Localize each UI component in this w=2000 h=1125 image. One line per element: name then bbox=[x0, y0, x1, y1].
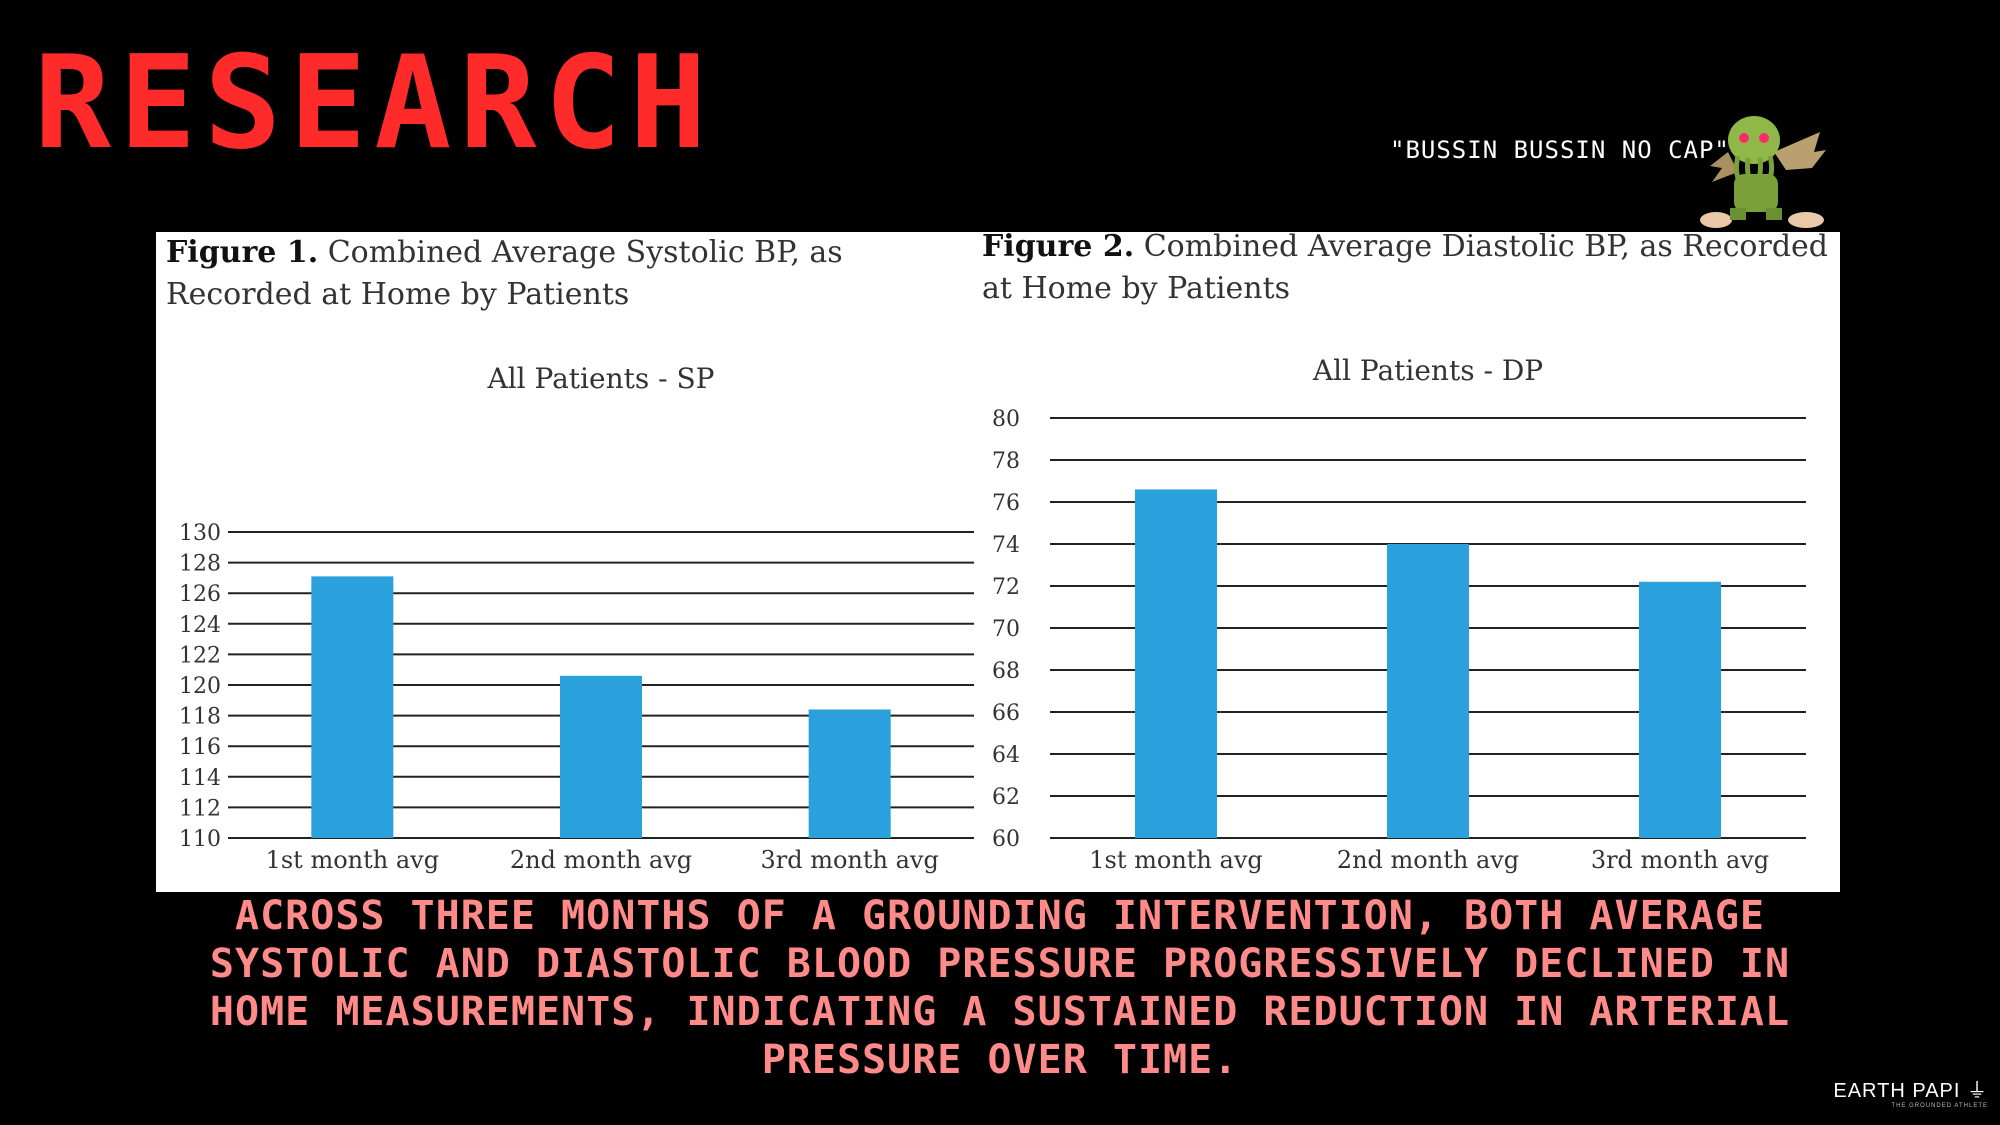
x-tick-label: 2nd month avg bbox=[510, 846, 692, 874]
y-tick-label: 60 bbox=[992, 827, 1020, 852]
bar bbox=[1639, 581, 1721, 838]
y-tick-label: 122 bbox=[179, 643, 221, 668]
y-tick-label: 76 bbox=[992, 491, 1020, 516]
page-title: RESEARCH bbox=[34, 29, 715, 178]
systolic-bar-chart: All Patients - SP 110 112 114 116 118 120 122 12… bbox=[179, 362, 974, 874]
figure-1-caption-text: Combined Average Systolic BP, as Recorde… bbox=[166, 235, 843, 312]
bar bbox=[808, 709, 891, 838]
chart-title: All Patients - DP bbox=[1312, 354, 1543, 387]
y-tick-label: 64 bbox=[992, 743, 1020, 768]
bar bbox=[1387, 544, 1469, 838]
bar bbox=[1135, 489, 1217, 838]
y-tick-label: 80 bbox=[992, 407, 1020, 432]
y-tick-label: 128 bbox=[179, 552, 221, 577]
y-tick-label: 118 bbox=[179, 705, 221, 730]
figure-2-caption-text: Combined Average Diastolic BP, as Record… bbox=[982, 229, 1828, 306]
tentacled-creature-icon bbox=[1700, 116, 1826, 228]
y-tick-label: 110 bbox=[179, 827, 221, 852]
diastolic-bar-chart: All Patients - DP 60 62 64 66 68 70 72 74 76 78 80 1… bbox=[992, 354, 1806, 874]
y-tick-label: 72 bbox=[992, 575, 1020, 600]
y-tick-label: 124 bbox=[179, 613, 221, 638]
y-tick-label: 66 bbox=[992, 701, 1020, 726]
y-tick-label: 74 bbox=[992, 533, 1020, 558]
y-tick-label: 120 bbox=[179, 674, 221, 699]
y-tick-label: 68 bbox=[992, 659, 1020, 684]
bar bbox=[311, 576, 394, 838]
figure-2-caption: Figure 2. Combined Average Diastolic BP,… bbox=[982, 226, 1828, 310]
ground-symbol-icon: ⏚ bbox=[1967, 1080, 1988, 1102]
quote-text: "BUSSIN BUSSIN NO CAP" bbox=[1390, 136, 1730, 164]
y-tick-label: 70 bbox=[992, 617, 1020, 642]
brand-tagline: THE GROUNDED ATHLETE bbox=[1891, 1103, 1988, 1109]
figure-1-caption: Figure 1. Combined Average Systolic BP, … bbox=[166, 232, 956, 316]
x-tick-label: 3rd month avg bbox=[760, 846, 938, 874]
y-tick-label: 78 bbox=[992, 449, 1020, 474]
x-tick-label: 1st month avg bbox=[1089, 846, 1262, 874]
x-tick-label: 1st month avg bbox=[266, 846, 439, 874]
y-tick-label: 62 bbox=[992, 785, 1020, 810]
figure-panel: Figure 1. Combined Average Systolic BP, … bbox=[156, 229, 1840, 892]
y-tick-label: 126 bbox=[179, 582, 221, 607]
bar bbox=[560, 675, 642, 838]
brand-logo: EARTH PAPI ⏚ THE GROUNDED ATHLETE bbox=[1833, 1074, 1988, 1109]
y-tick-label: 112 bbox=[179, 796, 221, 821]
x-tick-label: 2nd month avg bbox=[1337, 846, 1519, 874]
y-tick-label: 114 bbox=[179, 766, 221, 791]
y-tick-label: 116 bbox=[179, 735, 221, 760]
figure-2-label: Figure 2. bbox=[982, 229, 1135, 264]
figure-1-label: Figure 1. bbox=[166, 235, 319, 270]
chart-title: All Patients - SP bbox=[486, 362, 714, 395]
summary-text: ACROSS THREE MONTHS OF A GROUNDING INTER… bbox=[209, 893, 1791, 1083]
brand-name: EARTH PAPI bbox=[1833, 1080, 1961, 1102]
y-tick-label: 130 bbox=[179, 521, 221, 546]
x-tick-label: 3rd month avg bbox=[1591, 846, 1769, 874]
